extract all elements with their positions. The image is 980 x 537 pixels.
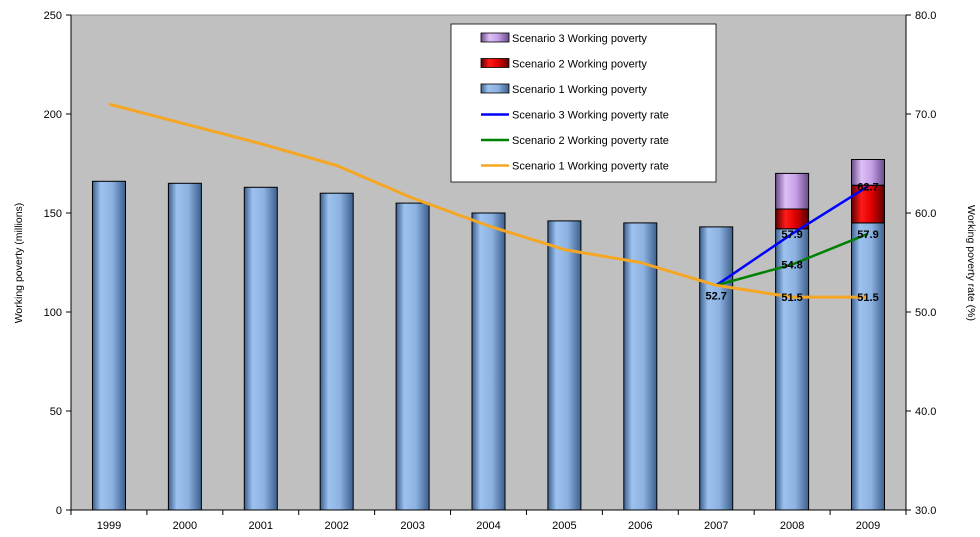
- y2-tick-label-50.0: 50.0: [915, 307, 936, 319]
- data-label-2009-4: 51.5: [857, 292, 878, 304]
- data-label-2008-2: 54.8: [781, 260, 802, 272]
- data-label-2009-5: 57.9: [857, 229, 878, 241]
- bar-s1-2005: [547, 220, 582, 511]
- data-label-2009-6: 62.7: [857, 181, 878, 193]
- x-tick-label-2006: 2006: [628, 520, 652, 532]
- y2-tick-label-60.0: 60.0: [915, 208, 936, 220]
- y-axis-title: Working poverty (millions): [13, 203, 25, 324]
- y2-tick-label-70.0: 70.0: [915, 109, 936, 121]
- legend-swatch-scenario-2-working-poverty: [480, 58, 510, 68]
- bar-s1-2003: [395, 202, 430, 511]
- legend-box: [450, 23, 717, 183]
- bar-s1-2004: [471, 212, 506, 511]
- legend-label-scenario-3-working-poverty-rate: Scenario 3 Working poverty rate: [512, 110, 669, 122]
- x-tick-label-2009: 2009: [856, 520, 880, 532]
- bar-s1-2006: [623, 222, 658, 511]
- bar-s1-2002: [319, 192, 354, 511]
- data-label-2008-3: 57.9: [781, 229, 802, 241]
- legend-swatch-scenario-1-working-poverty: [480, 83, 510, 94]
- legend-swatch-scenario-3-working-poverty: [480, 32, 510, 43]
- legend-label-scenario-3-working-poverty: Scenario 3 Working poverty: [512, 33, 647, 45]
- x-tick-label-2003: 2003: [400, 520, 424, 532]
- bar-s1-2000: [167, 182, 202, 511]
- y-tick-label-50: 50: [50, 406, 62, 418]
- y2-tick-label-30.0: 30.0: [915, 505, 936, 517]
- bar-s3-2008: [775, 172, 810, 210]
- y2-tick-label-40.0: 40.0: [915, 406, 936, 418]
- x-tick-label-1999: 1999: [97, 520, 121, 532]
- y-tick-label-250: 250: [44, 10, 62, 22]
- y2-axis-title: Working poverty rate (%): [965, 205, 977, 321]
- bar-s1-1999: [92, 180, 126, 511]
- legend-label-scenario-1-working-poverty-rate: Scenario 1 Working poverty rate: [512, 161, 669, 173]
- data-label-2007-0: 52.7: [705, 290, 726, 302]
- bar-s1-2009: [851, 222, 885, 511]
- y-tick-label-0: 0: [56, 505, 62, 517]
- legend-label-scenario-1-working-poverty: Scenario 1 Working poverty: [512, 84, 647, 96]
- x-tick-label-2004: 2004: [476, 520, 500, 532]
- y-tick-label-200: 200: [44, 109, 62, 121]
- y2-tick-label-80.0: 80.0: [915, 10, 936, 22]
- legend-label-scenario-2-working-poverty-rate: Scenario 2 Working poverty rate: [512, 135, 669, 147]
- line-scenario-2-working-poverty-rate: [715, 232, 869, 287]
- legend-label-scenario-2-working-poverty: Scenario 2 Working poverty: [512, 59, 647, 71]
- bar-s1-2001: [243, 186, 278, 511]
- bar-s3-2009: [851, 159, 885, 186]
- legend: Scenario 3 Working poverty Scenario 2 Wor…: [450, 23, 717, 183]
- x-tick-label-2005: 2005: [552, 520, 576, 532]
- x-tick-label-2001: 2001: [249, 520, 273, 532]
- y-tick-label-100: 100: [44, 307, 62, 319]
- y-tick-label-150: 150: [44, 208, 62, 220]
- x-tick-label-2008: 2008: [780, 520, 804, 532]
- data-label-2008-1: 51.5: [781, 292, 802, 304]
- x-tick-label-2000: 2000: [173, 520, 197, 532]
- line-scenario-3-working-poverty-rate: [715, 185, 869, 287]
- bar-s1-2007: [699, 226, 734, 511]
- line-scenario-1-working-poverty-rate: [108, 102, 868, 299]
- x-tick-label-2007: 2007: [704, 520, 728, 532]
- x-tick-label-2002: 2002: [324, 520, 348, 532]
- bar-s2-2009: [851, 184, 885, 224]
